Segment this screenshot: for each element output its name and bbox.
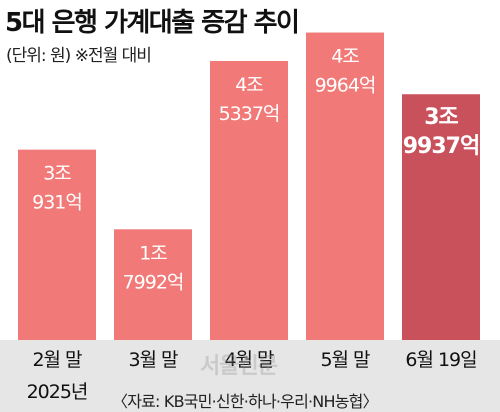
category-label: 4월 말 bbox=[224, 349, 274, 371]
watermark-text: 서울신문 bbox=[200, 354, 278, 379]
bar-value-label: 7992억 bbox=[123, 271, 184, 293]
category-label: 3월 말 bbox=[128, 349, 178, 371]
bar-value-label: 4조 bbox=[331, 46, 359, 68]
bar-4 bbox=[306, 32, 384, 340]
bar-3 bbox=[210, 61, 288, 340]
category-label: 6월 19일 bbox=[405, 349, 476, 371]
bar-value-label: 5337억 bbox=[219, 103, 280, 125]
chart-subtitle: (단위: 원) ※전월 대비 bbox=[6, 46, 152, 66]
bar-value-label: 1조 bbox=[139, 242, 167, 264]
bar-1 bbox=[18, 149, 96, 340]
source-note: 〈자료: KB국민·신한·하나·우리·NH농협〉 bbox=[112, 392, 379, 411]
category-label: 2월 말 bbox=[32, 349, 82, 371]
bar-value-label: 9964억 bbox=[315, 75, 376, 97]
bar-value-label: 9937억 bbox=[403, 134, 479, 159]
bar-value-label: 931억 bbox=[32, 192, 82, 214]
baseline-band bbox=[0, 340, 500, 412]
bar-5 bbox=[402, 94, 480, 340]
category-label: 5월 말 bbox=[320, 349, 370, 371]
chart-title: 5대 은행 가계대출 증감 추이 bbox=[5, 8, 300, 38]
bar-2 bbox=[114, 229, 192, 340]
category-sublabel: 2025년 bbox=[27, 381, 88, 403]
bar-value-label: 3조 bbox=[43, 163, 71, 185]
bar-value-label: 3조 bbox=[424, 105, 458, 130]
bar-value-label: 4조 bbox=[235, 74, 263, 96]
